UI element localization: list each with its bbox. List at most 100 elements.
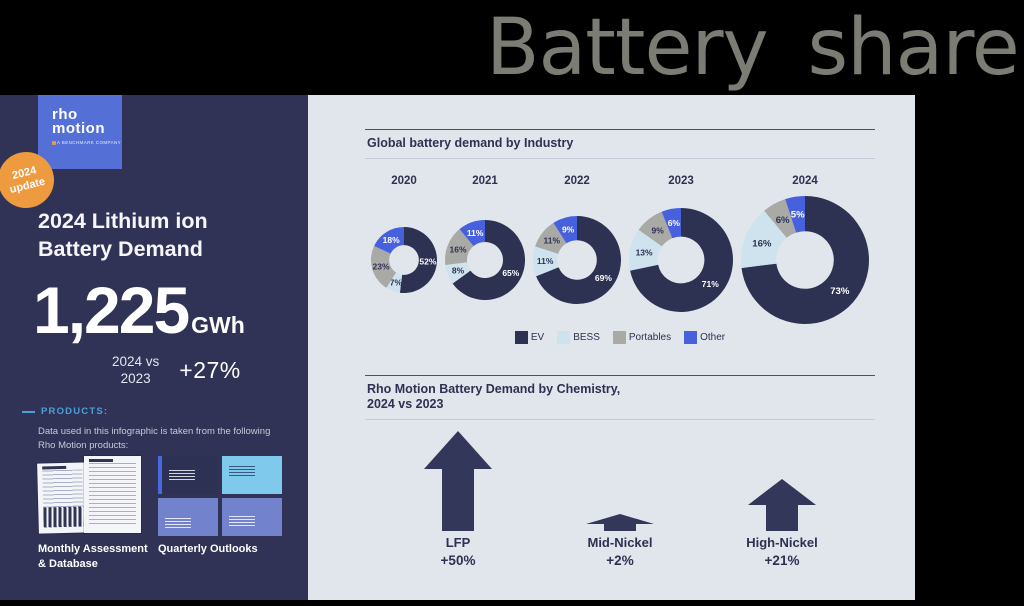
donut-chart-2023: 71% 13% 9% 6% <box>625 191 737 329</box>
donut-value-2021-Other: 11% <box>467 228 484 238</box>
main-panel: Global battery demand by Industry 2020 52… <box>308 95 915 600</box>
donut-value-2021-EV: 65% <box>502 268 519 278</box>
donut-column-2020: 2020 52% 7% 23% 18% <box>367 175 441 329</box>
year-label-2020: 2020 <box>391 175 417 187</box>
donut-chart-2020: 52% 7% 23% 18% <box>367 191 441 329</box>
donut-slice-2022-BESS <box>532 246 559 277</box>
up-arrow-icon-lfp <box>424 431 492 531</box>
donut-slice-2021-BESS <box>445 262 471 284</box>
legend-swatch-portables <box>612 331 626 344</box>
headline-demand: 1,225 GWh <box>33 275 245 345</box>
section-title-chemistry: Rho Motion Battery Demand by Chemistry, … <box>367 382 621 411</box>
document-page-report <box>37 462 89 534</box>
donut-slice-2023-Other <box>661 208 681 239</box>
donut-value-2023-EV: 71% <box>702 279 719 289</box>
product-label-monthly-assessment: Monthly Assessment & Database <box>38 543 148 570</box>
outlook-slide-3 <box>158 498 218 536</box>
arrow-column-mid-nickel: Mid-Nickel +2% <box>539 428 701 568</box>
up-arrow-icon-high-nickel <box>748 479 816 531</box>
headline-unit: GWh <box>191 312 245 338</box>
infographic-slide: rho motion A BENCHMARK COMPANY 2024 upda… <box>0 95 915 600</box>
donut-value-2024-Other: 5% <box>791 210 805 221</box>
legend-swatch-ev <box>514 331 528 344</box>
year-label-2022: 2022 <box>564 175 590 187</box>
legend-swatch-bess <box>557 331 571 344</box>
donut-slice-2022-Portables <box>535 222 567 254</box>
year-label-2024: 2024 <box>792 175 818 187</box>
arrow-box-high-nickel <box>742 428 822 532</box>
chemistry-arrow-chart: LFP +50% Mid-Nickel +2% High-Nickel +21% <box>365 428 875 568</box>
legend-item-portables: Portables <box>612 331 671 344</box>
donut-slice-2020-EV <box>399 227 437 293</box>
donut-slice-2023-EV <box>630 208 733 312</box>
arrow-column-high-nickel: High-Nickel +21% <box>701 428 863 568</box>
chemistry-name-lfp: LFP <box>445 535 471 550</box>
outlook-slide-4 <box>222 498 282 536</box>
donut-value-2021-BESS: 8% <box>452 266 465 276</box>
yoy-comparison-label: 2024 vs 2023 <box>112 354 160 386</box>
donut-slice-2021-Other <box>459 220 485 247</box>
donut-slice-2024-Other <box>785 196 805 233</box>
donut-slice-2023-Portables <box>638 211 673 247</box>
donut-slice-2020-Portables <box>371 245 397 288</box>
arrow-box-lfp <box>418 428 498 532</box>
yoy-comparison: 2024 vs 2023 +27% <box>112 353 241 387</box>
donut-slice-2022-EV <box>536 216 621 304</box>
donut-value-2020-EV: 52% <box>419 257 436 267</box>
section-header-chemistry: Rho Motion Battery Demand by Chemistry, … <box>365 375 875 420</box>
headline-value: 1,225 <box>33 273 190 347</box>
chemistry-name-high-nickel: High-Nickel <box>746 535 818 550</box>
yoy-comparison-value: +27% <box>179 356 241 383</box>
donut-chart-2021: 65% 8% 16% 11% <box>441 191 529 329</box>
chemistry-name-mid-nickel: Mid-Nickel <box>587 535 653 550</box>
legend-label-bess: BESS <box>573 332 600 343</box>
donut-chart-row: 2020 52% 7% 23% 18% 2021 65% 8% 16% 11% 2022 69% 11%… <box>365 175 875 329</box>
donut-chart-2022: 69% 11% 11% 9% <box>529 191 625 329</box>
chemistry-change-lfp: +50% <box>440 553 476 568</box>
donut-slice-2021-EV <box>452 220 526 300</box>
donut-value-2023-Other: 6% <box>668 218 681 228</box>
donut-slice-2020-BESS <box>386 272 403 293</box>
mini-bar-chart <box>43 506 84 528</box>
thumbnail-monthly-assessment <box>37 456 142 536</box>
donut-column-2022: 2022 69% 11% 11% 9% <box>529 175 625 329</box>
donut-value-2022-Portables: 11% <box>544 236 561 246</box>
sidebar: rho motion A BENCHMARK COMPANY 2024 upda… <box>0 95 308 600</box>
products-description: Data used in this infographic is taken f… <box>38 426 271 451</box>
year-label-2021: 2021 <box>472 175 498 187</box>
chart-legend: EV BESS Portables Other <box>365 331 875 344</box>
video-overlay-title: Battery share <box>486 3 1020 93</box>
donut-value-2023-Portables: 9% <box>652 225 665 235</box>
arrow-box-mid-nickel <box>580 428 660 532</box>
donut-value-2024-Portables: 6% <box>776 215 790 226</box>
legend-label-ev: EV <box>530 332 545 343</box>
document-page-database <box>84 456 141 533</box>
up-arrow-icon-mid-nickel <box>586 514 654 531</box>
products-heading-dash <box>22 410 35 413</box>
year-label-2023: 2023 <box>668 175 694 187</box>
donut-slice-2024-Portables <box>764 199 797 238</box>
infographic-title: 2024 Lithium ion Battery Demand <box>38 209 208 261</box>
donut-column-2021: 2021 65% 8% 16% 11% <box>441 175 529 329</box>
outlook-slide-2 <box>222 456 282 494</box>
donut-value-2024-BESS: 16% <box>752 238 772 249</box>
thumbnail-quarterly-outlooks <box>158 456 282 536</box>
section-title-industry: Global battery demand by Industry <box>367 136 574 150</box>
donut-value-2022-BESS: 11% <box>537 256 554 266</box>
legend-item-other: Other <box>684 331 725 344</box>
donut-slice-2023-BESS <box>628 229 662 271</box>
legend-label-other: Other <box>700 332 726 343</box>
section-header-industry: Global battery demand by Industry <box>365 129 875 159</box>
donut-slice-2024-EV <box>741 196 869 324</box>
donut-column-2023: 2023 71% 13% 9% 6% <box>625 175 737 329</box>
legend-item-bess: BESS <box>557 331 600 344</box>
chemistry-change-mid-nickel: +2% <box>606 553 634 568</box>
donut-value-2022-EV: 69% <box>595 273 612 283</box>
donut-slice-2020-Other <box>374 227 404 254</box>
donut-value-2021-Portables: 16% <box>450 244 467 254</box>
outlook-slide-1 <box>158 456 218 494</box>
donut-value-2022-Other: 9% <box>562 224 575 234</box>
logo-tagline-mark-icon <box>52 140 56 145</box>
donut-value-2020-Other: 18% <box>383 235 400 245</box>
donut-value-2023-BESS: 13% <box>636 247 653 257</box>
